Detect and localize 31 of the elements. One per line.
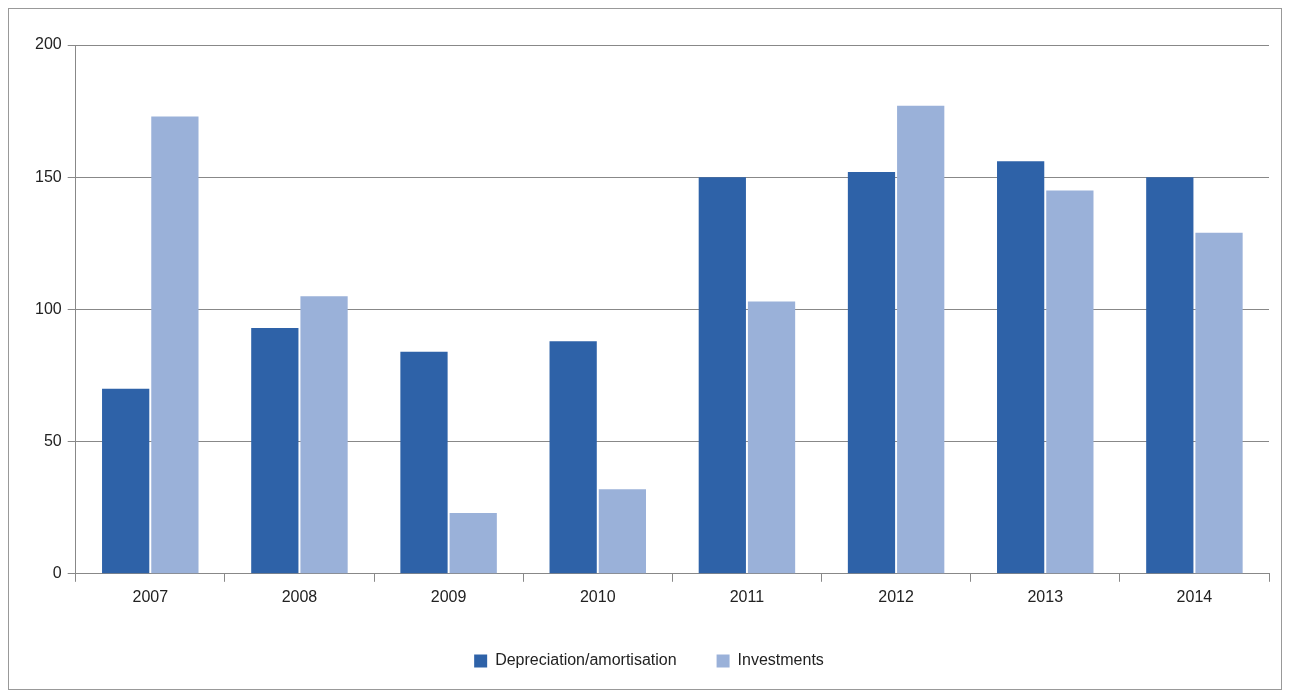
y-tick-label: 50 <box>43 432 62 450</box>
legend-label: Depreciation/amortisation <box>495 651 677 669</box>
y-tick-label: 200 <box>34 35 62 53</box>
y-tick-label: 100 <box>34 299 62 317</box>
x-tick-label: 2012 <box>878 587 914 605</box>
bar <box>102 388 150 574</box>
bar <box>698 177 746 574</box>
bar <box>747 301 796 574</box>
x-tick-label: 2010 <box>579 587 616 605</box>
bar <box>151 116 199 574</box>
x-tick-label: 2008 <box>281 587 318 605</box>
bar <box>1195 232 1243 574</box>
bar <box>997 161 1045 574</box>
x-tick-label: 2011 <box>729 587 765 605</box>
bar <box>251 327 299 574</box>
bar <box>1146 177 1194 574</box>
bar <box>847 171 896 574</box>
bar <box>300 296 348 574</box>
bar <box>549 341 597 574</box>
legend-label: Investments <box>737 651 824 669</box>
bar <box>897 105 945 574</box>
y-tick-label: 150 <box>34 167 62 185</box>
y-tick-label: 0 <box>52 564 62 582</box>
x-tick-label: 2013 <box>1027 587 1064 605</box>
bar <box>449 512 497 574</box>
bar <box>1046 190 1094 574</box>
x-tick-label: 2014 <box>1176 587 1213 605</box>
bar <box>400 351 448 574</box>
x-tick-label: 2007 <box>132 587 169 605</box>
bar <box>598 489 647 574</box>
x-tick-label: 2009 <box>430 587 467 605</box>
